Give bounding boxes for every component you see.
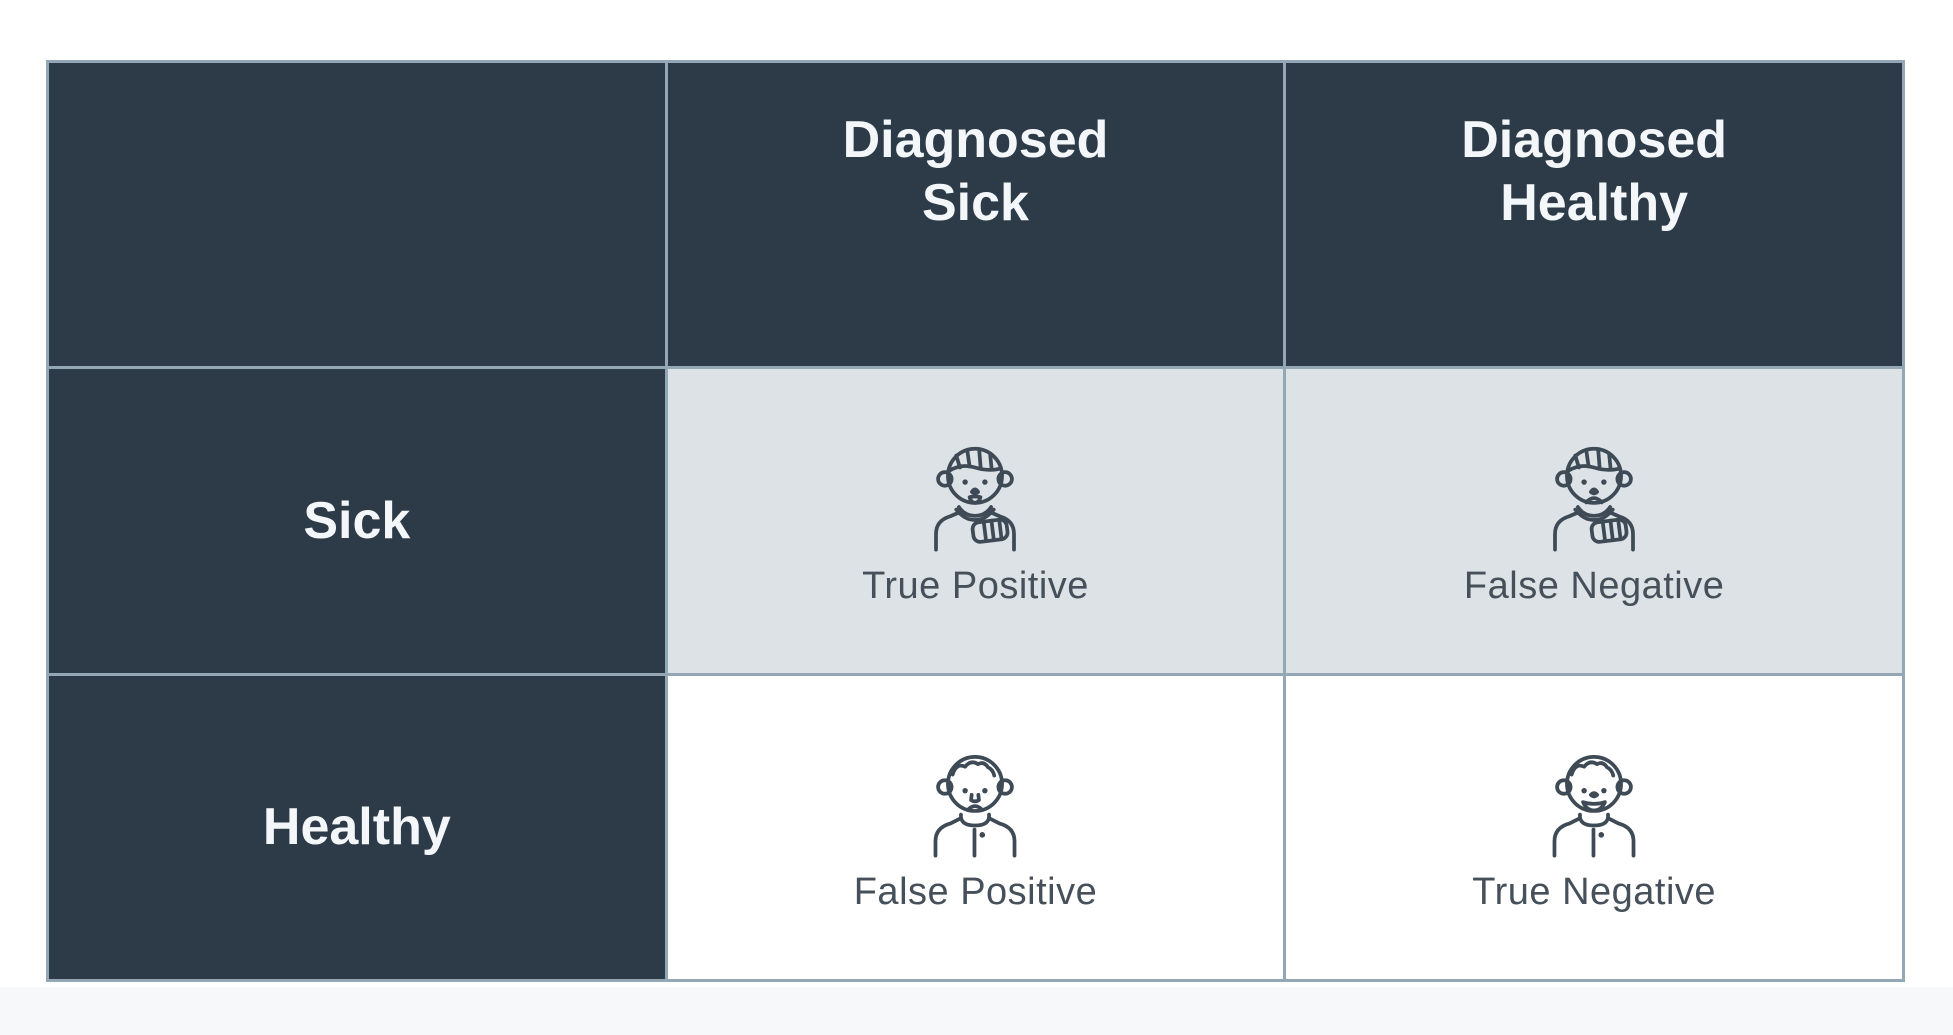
cell-label: True Negative <box>1472 871 1717 914</box>
cell-true-negative: True Negative <box>1286 675 1902 979</box>
cell-label: True Positive <box>862 564 1089 607</box>
sick-person-frowning-icon <box>1553 446 1636 552</box>
row-header-label: Healthy <box>262 798 451 857</box>
healthy-person-smiling-icon <box>1552 755 1636 858</box>
cell-label: False Negative <box>1463 564 1725 607</box>
corner-cell <box>49 63 665 367</box>
row-header-healthy: Healthy <box>49 675 665 979</box>
cell-false-negative: False Negative <box>1286 369 1902 673</box>
column-header-diagnosed-sick: Diagnosed Sick <box>667 63 1284 367</box>
cell-true-positive: True Positive <box>667 369 1284 673</box>
healthy-person-frowning-icon <box>934 755 1017 858</box>
column-header-diagnosed-healthy: Diagnosed Healthy <box>1286 63 1902 367</box>
page-bottom-strip <box>0 987 1953 1035</box>
column-header-label: Diagnosed Healthy <box>1461 110 1728 233</box>
column-header-label: Diagnosed Sick <box>842 110 1109 233</box>
confusion-matrix-table: Diagnosed Sick Diagnosed Healthy Sick <box>46 60 1905 982</box>
row-header-label: Sick <box>303 491 411 550</box>
cell-label: False Positive <box>853 871 1098 914</box>
sick-person-smiling-icon <box>934 446 1017 552</box>
row-header-sick: Sick <box>49 369 665 673</box>
cell-false-positive: False Positive <box>667 675 1284 979</box>
